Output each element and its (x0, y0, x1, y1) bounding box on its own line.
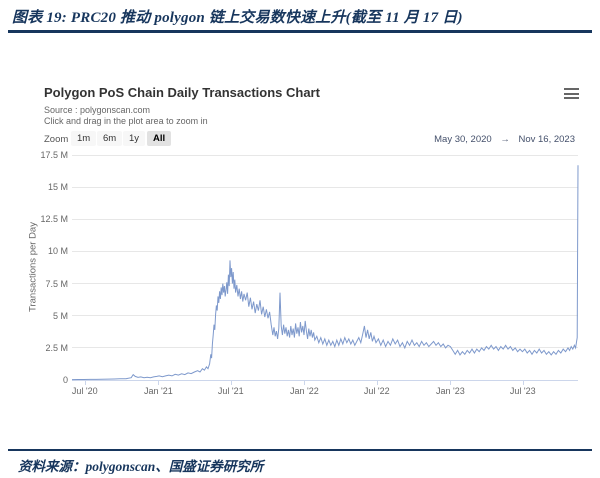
x-tick-mark (230, 381, 232, 385)
x-tick-mark (522, 381, 524, 385)
x-tick-label: Jan '21 (144, 386, 173, 396)
zoom-label: Zoom (44, 134, 69, 145)
y-tick-label: 2.5 M (45, 342, 68, 353)
x-tick-label: Jul '23 (509, 386, 536, 396)
y-tick-label: 17.5 M (40, 150, 68, 160)
x-tick-label: Jul '21 (217, 386, 244, 396)
chart-zoom-hint: Click and drag in the plot area to zoom … (44, 116, 208, 126)
zoom-button-6m[interactable]: 6m (97, 131, 123, 146)
x-tick-label: Jan '22 (290, 386, 319, 396)
range-start-input[interactable]: May 30, 2020 (434, 134, 492, 145)
y-tick-label: 5 M (52, 310, 68, 321)
range-arrow-icon: → (500, 134, 510, 145)
y-tick-label: 10 M (47, 246, 68, 257)
y-tick-label: 0 (62, 375, 68, 385)
y-gridline (72, 154, 578, 156)
plot-area[interactable] (72, 155, 578, 380)
x-tick-mark (376, 381, 378, 385)
y-tick-label: 7.5 M (45, 278, 68, 289)
x-tick-mark (450, 381, 452, 385)
zoom-button-all[interactable]: All (147, 131, 172, 146)
x-tick-mark (304, 381, 306, 385)
source-footer: 资料来源：polygonscan、国盛证券研究所 (18, 459, 264, 474)
chart-source-note: Source : polygonscan.com (44, 105, 151, 115)
footer-divider (8, 449, 592, 451)
hamburger-menu-icon[interactable] (564, 88, 579, 99)
x-tick-mark (158, 381, 160, 385)
y-tick-label: 12.5 M (40, 214, 68, 225)
zoom-button-1m[interactable]: 1m (71, 131, 97, 146)
y-tick-label: 15 M (47, 182, 68, 193)
date-range: May 30, 2020 → Nov 16, 2023 (431, 134, 578, 145)
figure-caption: 图表 19: PRC20 推动 polygon 链上交易数快速上升(截至 11 … (12, 10, 463, 26)
x-axis-line (72, 380, 578, 381)
x-tick-label: Jul '20 (71, 386, 98, 396)
range-end-input[interactable]: Nov 16, 2023 (518, 134, 575, 145)
chart-title: Polygon PoS Chain Daily Transactions Cha… (44, 85, 320, 100)
y-axis-title: Transactions per Day (27, 222, 39, 312)
x-tick-label: Jan '23 (436, 386, 465, 396)
x-tick-label: Jul '22 (363, 386, 390, 396)
zoom-button-1y[interactable]: 1y (123, 131, 146, 146)
x-tick-mark (84, 381, 86, 385)
caption-divider (8, 30, 592, 33)
